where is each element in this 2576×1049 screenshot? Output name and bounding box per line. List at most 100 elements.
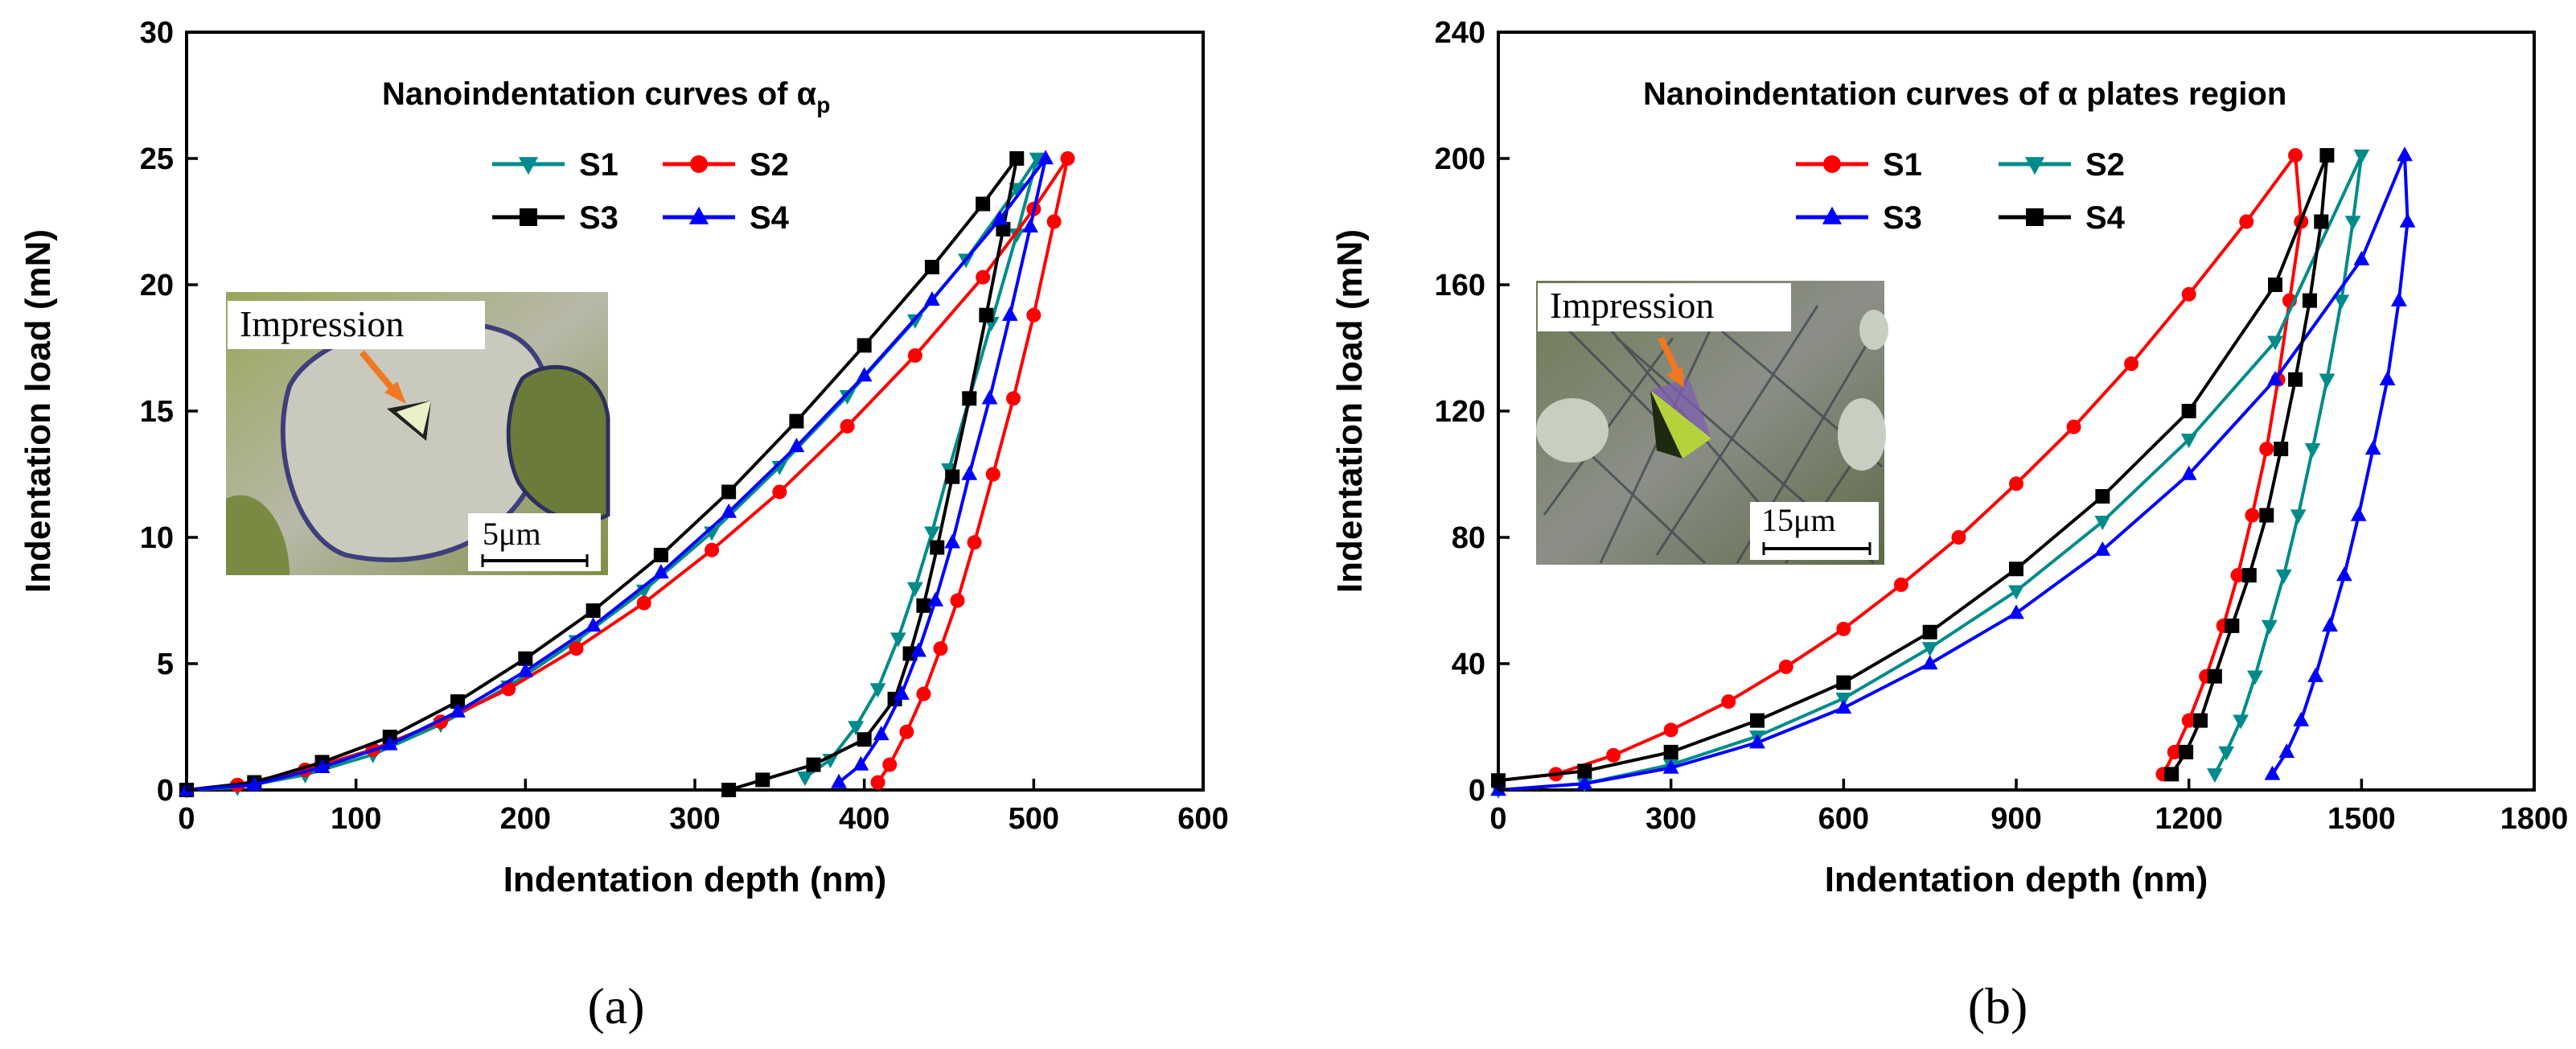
chart-b-data-point-s2 (2218, 746, 2235, 761)
chart-a-legend-marker (520, 208, 537, 226)
chart-a-data-point-s4 (381, 735, 398, 751)
chart-b-data-point-s2 (2206, 768, 2223, 784)
chart-a-data-point-s4 (910, 642, 926, 657)
chart-b: Impression 15μm 0 300 600 900 1200 1500 1800 0 4… (1330, 16, 2568, 1035)
chart-b-inset-scale: 15μm (1761, 502, 1836, 538)
chart-b-data-point-s4 (2009, 562, 2023, 577)
chart-a-x-tick-label: 200 (500, 802, 551, 836)
chart-b-x-tick-label: 1200 (2155, 802, 2223, 836)
chart-b-series-line-s2 (1498, 154, 2364, 792)
chart-b-legend-label: S3 (1883, 200, 1922, 236)
chart-a-legend-item-s3: S3 (492, 200, 618, 236)
chart-a: Impression 5μm 0 100 200 300 400 500 600 0 5 10 15… (18, 16, 1229, 1035)
chart-a-title: Nanoindentation curves of αp (382, 76, 830, 117)
chart-b-ticks: 0 300 600 900 1200 1500 1800 0 40 80 120 160 200 240 (1435, 16, 2569, 836)
chart-b-data-point-s4 (2179, 744, 2194, 759)
chart-a-data-point-s4 (961, 465, 978, 480)
chart-b-data-point-s2 (1921, 642, 1938, 657)
chart-b-data-point-s3 (2322, 617, 2338, 632)
chart-a-series-group (179, 150, 1075, 799)
chart-a-data-point-s3 (930, 540, 945, 555)
chart-a-panel-label: (a) (587, 977, 644, 1035)
chart-b-series-line-s4 (1498, 154, 2329, 783)
chart-a-data-point-s3 (806, 757, 821, 772)
chart-b-y-tick-label: 200 (1435, 142, 1485, 176)
chart-b-data-point-s1 (1606, 747, 1621, 763)
chart-b-x-axis-title: Indentation depth (nm) (1825, 860, 2208, 899)
chart-b-data-point-s1 (2066, 419, 2081, 434)
chart-b-data-point-s1 (1951, 530, 1966, 545)
chart-b-x-tick-label: 600 (1818, 802, 1869, 836)
chart-a-data-point-s2 (772, 484, 787, 500)
chart-b-data-point-s1 (2181, 713, 2196, 728)
chart-a-data-point-s2 (870, 775, 885, 790)
chart-b-series-s4 (1491, 148, 2335, 788)
chart-b-data-point-s1 (1721, 694, 1736, 710)
chart-a-legend-label: S1 (579, 147, 618, 183)
chart-a-data-point-s1 (848, 721, 865, 736)
chart-b-y-tick-label: 160 (1435, 269, 1485, 302)
chart-a-data-point-s2 (916, 686, 931, 701)
chart-b-data-point-s3 (1576, 775, 1593, 790)
chart-a-data-point-s4 (873, 726, 889, 741)
chart-a-data-point-s3 (721, 783, 737, 797)
chart-a-data-point-s2 (985, 467, 1000, 482)
chart-b-data-point-s4 (2192, 713, 2208, 728)
chart-b-data-point-s1 (1663, 722, 1678, 738)
chart-a-data-point-s1 (797, 771, 813, 787)
chart-a-data-point-s2 (569, 641, 584, 656)
chart-b-series-s3 (1490, 146, 2416, 796)
chart-b-data-point-s1 (2167, 744, 2182, 759)
chart-b-inset-label: Impression (1550, 285, 1714, 326)
chart-b-data-point-s2 (2247, 670, 2263, 685)
chart-b-data-point-s4 (2268, 278, 2282, 292)
chart-b-data-point-s2 (2275, 569, 2292, 584)
chart-a-legend-label: S2 (750, 147, 789, 183)
chart-b-x-tick-label: 0 (1489, 802, 1506, 836)
chart-b-data-point-s3 (2264, 765, 2281, 780)
chart-a-data-point-s3 (653, 547, 668, 562)
chart-a-y-tick-label: 0 (157, 774, 174, 808)
chart-b-data-point-s3 (2397, 146, 2413, 162)
chart-b-legend-marker (1823, 155, 1841, 173)
chart-a-inset-scale: 5μm (483, 516, 541, 552)
chart-b-data-point-s1 (2181, 286, 2196, 302)
chart-b-legend-marker (1822, 206, 1843, 224)
chart-b-y-tick-label: 80 (1452, 521, 1485, 555)
chart-b-data-point-s4 (2164, 767, 2180, 782)
chart-b-y-tick-label: 0 (1469, 774, 1485, 808)
chart-b-data-point-s3 (2390, 291, 2407, 306)
chart-b-data-point-s4 (2095, 488, 2110, 504)
chart-b-data-point-s3 (2350, 506, 2367, 521)
chart-b-data-point-s3 (1921, 655, 1938, 670)
chart-b-data-point-s4 (2288, 372, 2303, 387)
chart-b-data-point-s4 (2259, 508, 2274, 523)
chart-b-data-point-s1 (1893, 577, 1908, 592)
chart-a-data-point-s2 (899, 724, 914, 739)
chart-a-data-point-s2 (907, 348, 922, 363)
chart-b-data-point-s4 (1663, 744, 1678, 759)
chart-a-data-point-s4 (246, 775, 263, 791)
chart-a-data-point-s1 (771, 460, 788, 475)
chart-b-x-tick-label: 900 (1991, 802, 2041, 836)
chart-a-data-point-s4 (721, 503, 737, 518)
chart-b-legend-label: S4 (2085, 200, 2126, 236)
chart-b-legend-item-s2: S2 (1999, 147, 2125, 183)
chart-a-data-point-s4 (1001, 306, 1018, 321)
chart-b-title: Nanoindentation curves of α plates regio… (1643, 76, 2286, 112)
chart-a-data-point-s4 (944, 533, 961, 549)
chart-a-data-point-s1 (869, 683, 886, 698)
chart-b-data-point-s4 (2225, 618, 2240, 633)
chart-a-x-tick-label: 600 (1177, 802, 1228, 836)
chart-a-data-point-s2 (840, 418, 855, 434)
chart-a-legend-item-s2: S2 (663, 147, 789, 183)
chart-a-legend-label: S4 (750, 200, 790, 236)
chart-b-legend-marker (2026, 208, 2044, 226)
chart-b-data-point-s4 (2314, 214, 2329, 229)
chart-a-y-tick-label: 15 (140, 395, 174, 429)
chart-a-data-point-s3 (585, 603, 601, 619)
chart-a-y-tick-label: 25 (140, 142, 174, 176)
chart-a-x-tick-label: 400 (839, 802, 889, 836)
chart-b-data-point-s2 (2319, 373, 2336, 389)
chart-b-data-point-s3 (1749, 734, 1765, 749)
